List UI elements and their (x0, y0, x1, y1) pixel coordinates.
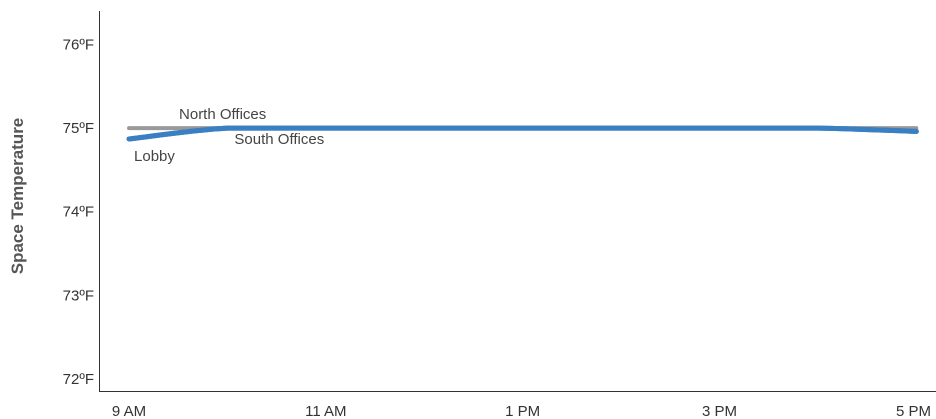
x-tick-label: 5 PM (896, 403, 931, 419)
y-tick-labels: 72ºF 73ºF 74ºF 75ºF 76ºF (63, 36, 94, 388)
x-tick-label: 9 AM (112, 403, 146, 419)
series-lines (126, 125, 919, 142)
chart-axes (99, 11, 936, 392)
x-tick-labels: 9 AM 11 AM 1 PM 3 PM 5 PM (112, 403, 931, 419)
y-tick-label: 75ºF (63, 120, 94, 137)
y-tick-label: 72ºF (63, 371, 94, 388)
y-axis-title: Space Temperature (8, 118, 27, 275)
series-label-north-offices: North Offices (179, 106, 266, 123)
series-label-south-offices: South Offices (234, 131, 324, 148)
series-label-lobby: Lobby (134, 148, 175, 165)
y-tick-label: 73ºF (63, 287, 94, 304)
x-tick-label: 3 PM (702, 403, 737, 419)
x-tick-label: 11 AM (305, 403, 346, 419)
series-labels: North Offices South Offices Lobby (134, 106, 324, 165)
y-tick-label: 76ºF (63, 36, 94, 53)
y-tick-label: 74ºF (63, 204, 94, 221)
x-tick-label: 1 PM (505, 403, 540, 419)
series-line-lobby (126, 125, 919, 142)
